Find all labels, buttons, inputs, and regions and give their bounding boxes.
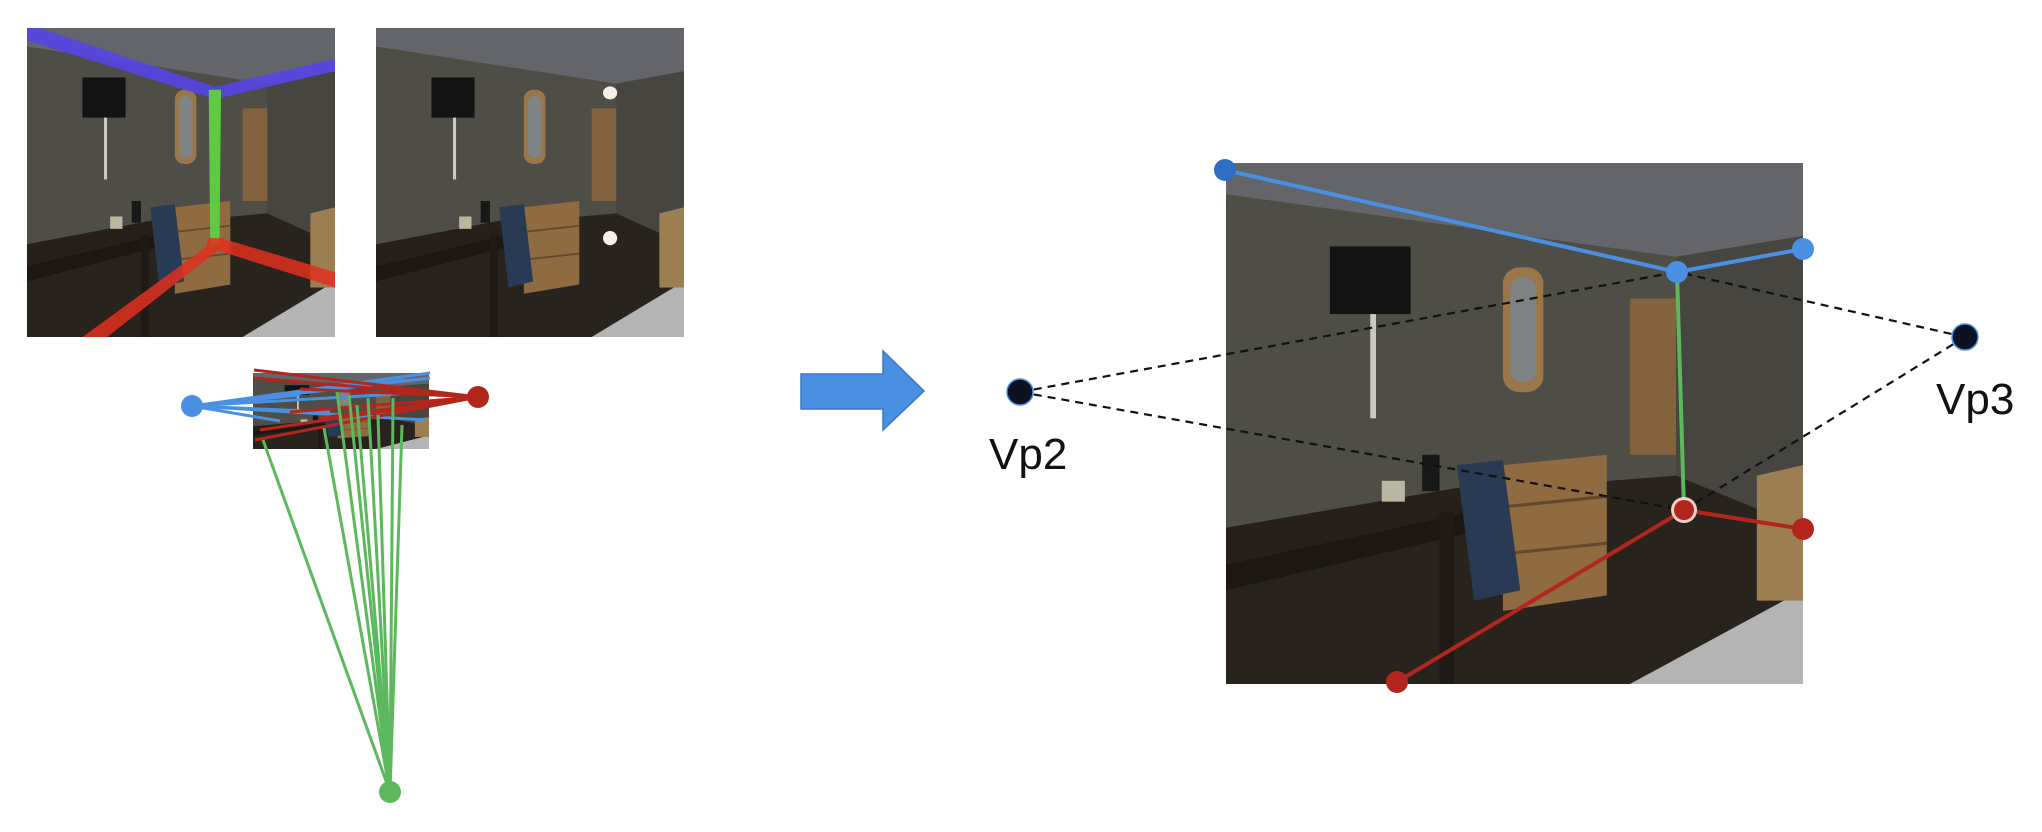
vanishing-point-2 [1006, 378, 1034, 406]
segmentation-thumbnail [27, 28, 335, 337]
layout-corner-points [1214, 159, 1814, 693]
floor-edge-right [1682, 508, 1805, 531]
corner-point [1792, 518, 1814, 540]
blue-vanishing-point [181, 395, 203, 417]
wall-edge-overlay [208, 89, 222, 245]
ceiling-edge-right [1675, 247, 1805, 274]
corner-point-top [602, 86, 618, 100]
corner-point [1666, 261, 1688, 283]
corner-point [1792, 238, 1814, 260]
wall-corner-edge [1675, 270, 1686, 512]
vp3-label: Vp3 [1936, 375, 2014, 424]
red-vanishing-point [467, 386, 489, 408]
vanishing-construction-lines [1019, 270, 1966, 512]
right-arrow-icon [800, 349, 926, 432]
corner-point [1214, 159, 1236, 181]
ceiling-edge-left [1223, 168, 1679, 274]
green-line-bundle [261, 391, 404, 793]
ceiling-edge-overlay [27, 28, 335, 100]
corner-point [1386, 671, 1408, 693]
line-clustering-diagram [181, 368, 489, 803]
floor-edge-left [1395, 508, 1686, 684]
corner-point [1674, 500, 1694, 520]
red-line-bundle [253, 368, 479, 442]
corner-detection-thumbnail [376, 28, 684, 337]
vp2-label: Vp2 [989, 430, 1067, 479]
corner-point-bottom [602, 231, 618, 246]
room-layout-edges [1223, 168, 1805, 684]
vanishing-point-3 [1951, 323, 1979, 351]
result-image [1226, 163, 1803, 684]
green-vanishing-point [379, 781, 401, 803]
floor-edge-overlay [82, 238, 335, 337]
